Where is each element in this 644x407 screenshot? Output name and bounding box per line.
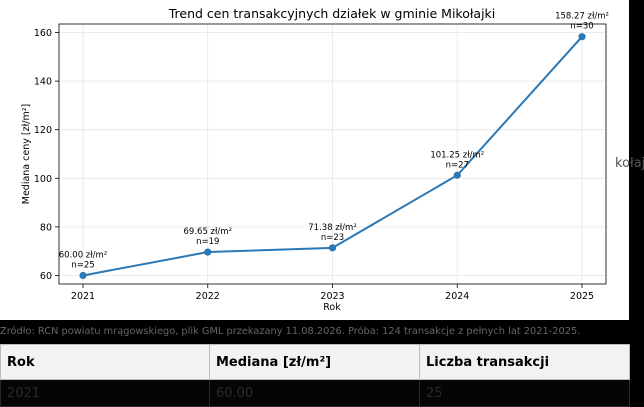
- y-tick-label: 160: [34, 28, 52, 39]
- source-note: Źródło: RCN powiatu mrągowskiego, plik G…: [0, 326, 581, 337]
- data-count-label: n=23: [321, 233, 344, 243]
- data-value-label: 69.65 zł/m²: [184, 227, 232, 237]
- chart-title: Trend cen transakcyjnych działek w gmini…: [168, 6, 496, 21]
- cell-rok: 2021: [0, 379, 210, 407]
- header-rok: Rok: [0, 344, 210, 380]
- cell-liczba: 25: [419, 379, 630, 407]
- cell-mediana: 60.00: [209, 379, 420, 407]
- data-value-label: 101.25 zł/m²: [430, 150, 484, 160]
- data-count-label: n=19: [196, 237, 219, 247]
- data-count-label: n=30: [570, 22, 593, 32]
- y-tick-label: 80: [40, 222, 52, 233]
- data-value-label: 71.38 zł/m²: [308, 223, 356, 233]
- data-value-label: 60.00 zł/m²: [59, 250, 107, 260]
- data-count-label: n=27: [446, 160, 469, 170]
- data-point: [204, 248, 212, 256]
- y-axis-label: Mediana ceny [zł/m²]: [21, 104, 32, 205]
- data-value-label: 158.27 zł/m²: [555, 12, 609, 22]
- data-point: [79, 271, 87, 280]
- chart-panel: Trend cen transakcyjnych działek w gmini…: [0, 0, 629, 320]
- table-row: 2021 60.00 25: [0, 379, 630, 407]
- data-count-label: n=25: [71, 260, 94, 270]
- header-mediana: Mediana [zł/m²]: [209, 344, 420, 380]
- x-tick-label: 2025: [570, 291, 594, 302]
- x-tick-label: 2022: [196, 291, 220, 302]
- y-tick-label: 100: [34, 174, 52, 185]
- y-tick-label: 60: [40, 271, 52, 282]
- x-axis-label: Rok: [323, 302, 341, 313]
- y-tick-label: 120: [34, 125, 52, 136]
- table-header-row: Rok Mediana [zł/m²] Liczba transakcji: [0, 344, 630, 380]
- header-liczba: Liczba transakcji: [419, 344, 630, 380]
- x-tick-label: 2023: [320, 291, 344, 302]
- data-point: [578, 33, 586, 41]
- data-point: [328, 244, 337, 252]
- price-trend-chart: Trend cen transakcyjnych działek w gmini…: [21, 6, 609, 313]
- data-point: [453, 171, 461, 179]
- x-tick-label: 2021: [71, 291, 95, 302]
- summary-table: Rok Mediana [zł/m²] Liczba transakcji 20…: [0, 344, 630, 407]
- y-tick-label: 140: [34, 77, 52, 88]
- clipped-side-text: kołaj: [615, 156, 644, 171]
- x-tick-label: 2024: [445, 291, 469, 302]
